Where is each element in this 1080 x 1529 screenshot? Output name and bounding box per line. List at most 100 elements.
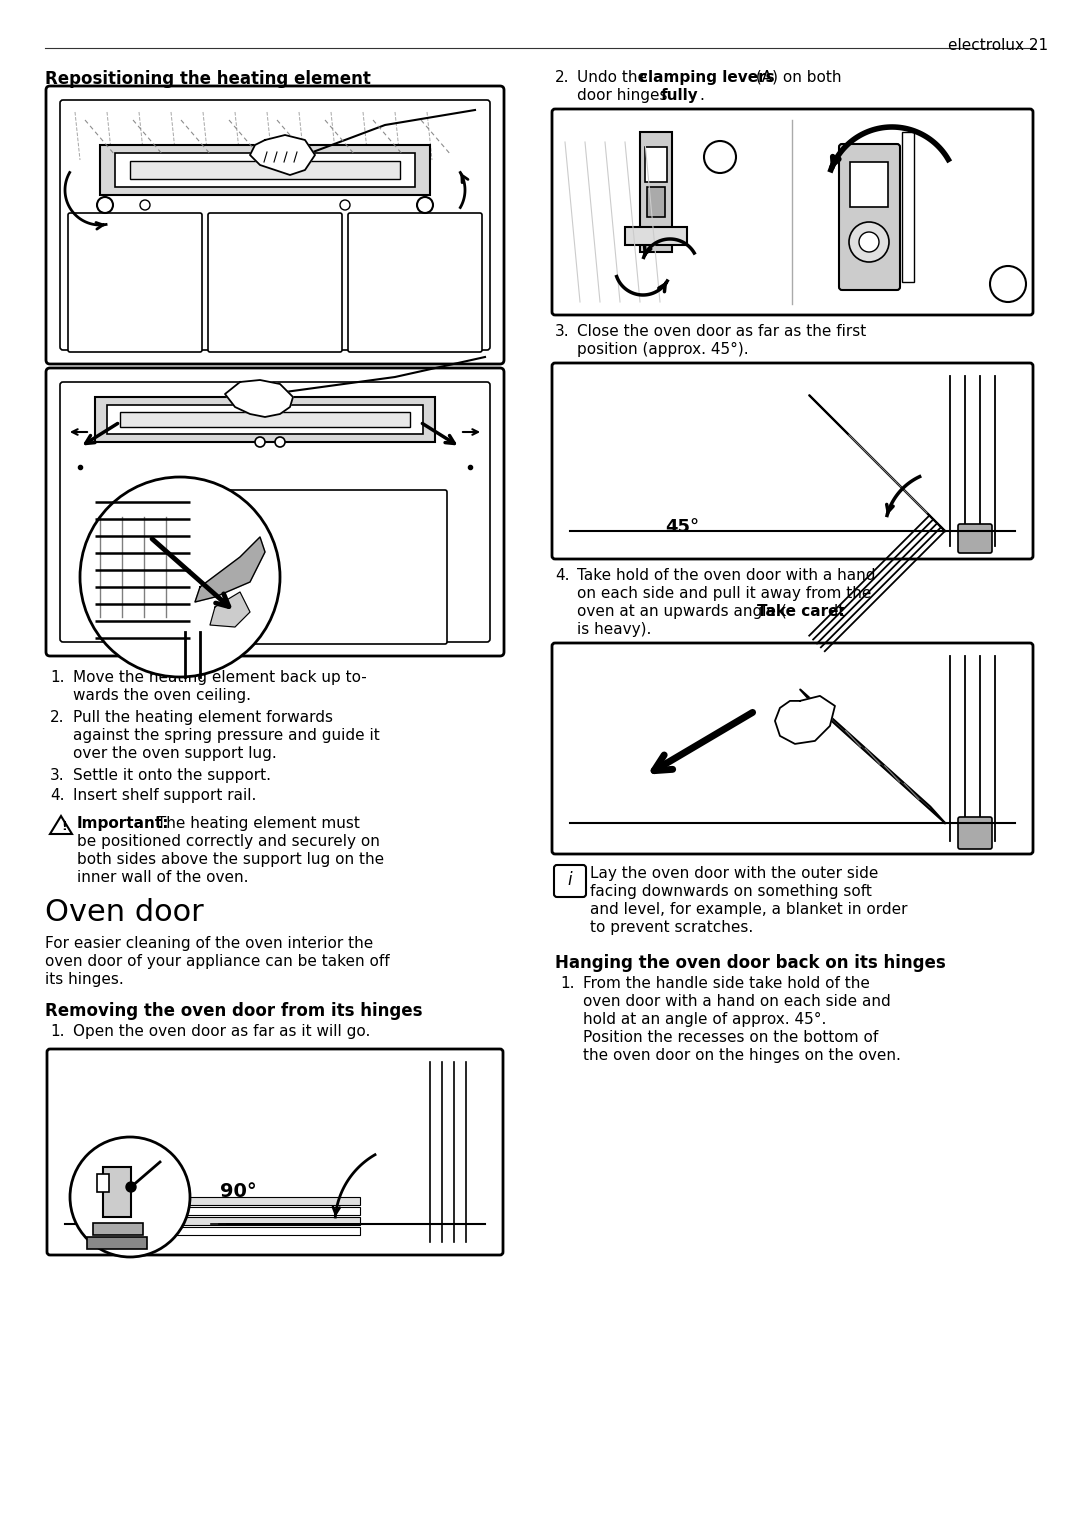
FancyBboxPatch shape bbox=[48, 1049, 503, 1255]
Text: 45°: 45° bbox=[665, 518, 699, 537]
Text: Position the recesses on the bottom of: Position the recesses on the bottom of bbox=[583, 1031, 878, 1044]
Bar bbox=[114, 153, 415, 187]
Bar bbox=[87, 1237, 147, 1249]
Text: Repositioning the heating element: Repositioning the heating element bbox=[45, 70, 370, 89]
Text: 4.: 4. bbox=[50, 787, 65, 803]
Text: .: . bbox=[699, 89, 704, 102]
Text: fully: fully bbox=[661, 89, 699, 102]
Text: Undo the: Undo the bbox=[577, 70, 652, 86]
Text: Important:: Important: bbox=[77, 816, 170, 830]
FancyBboxPatch shape bbox=[552, 109, 1032, 315]
Text: 4.: 4. bbox=[555, 567, 569, 583]
Text: 1.: 1. bbox=[50, 670, 65, 685]
Bar bbox=[647, 187, 665, 217]
Circle shape bbox=[97, 197, 113, 213]
Polygon shape bbox=[249, 135, 315, 174]
Bar bbox=[640, 131, 672, 252]
Text: inner wall of the oven.: inner wall of the oven. bbox=[77, 870, 248, 885]
Text: Close the oven door as far as the first: Close the oven door as far as the first bbox=[577, 324, 866, 339]
Text: i: i bbox=[568, 872, 572, 888]
Text: Open the oven door as far as it will go.: Open the oven door as far as it will go. bbox=[73, 1024, 370, 1040]
Circle shape bbox=[70, 1138, 190, 1257]
Polygon shape bbox=[809, 394, 945, 531]
Bar bbox=[140, 1206, 360, 1216]
Bar bbox=[120, 411, 410, 427]
Text: From the handle side take hold of the: From the handle side take hold of the bbox=[583, 976, 869, 991]
Text: The heating element must: The heating element must bbox=[152, 816, 360, 830]
Circle shape bbox=[140, 200, 150, 209]
Polygon shape bbox=[195, 537, 265, 602]
Circle shape bbox=[340, 200, 350, 209]
Bar bbox=[103, 1167, 131, 1217]
Polygon shape bbox=[225, 381, 293, 417]
Text: and level, for example, a blanket in order: and level, for example, a blanket in ord… bbox=[590, 902, 907, 917]
Text: Settle it onto the support.: Settle it onto the support. bbox=[73, 768, 271, 783]
Text: door hinges: door hinges bbox=[577, 89, 673, 102]
FancyBboxPatch shape bbox=[958, 524, 993, 553]
Text: clamping levers: clamping levers bbox=[639, 70, 774, 86]
Text: to prevent scratches.: to prevent scratches. bbox=[590, 920, 753, 936]
Circle shape bbox=[126, 1182, 136, 1193]
Text: Take hold of the oven door with a hand: Take hold of the oven door with a hand bbox=[577, 567, 876, 583]
Text: For easier cleaning of the oven interior the: For easier cleaning of the oven interior… bbox=[45, 936, 374, 951]
Circle shape bbox=[255, 437, 265, 446]
Circle shape bbox=[990, 266, 1026, 303]
Text: facing downwards on something soft: facing downwards on something soft bbox=[590, 884, 872, 899]
Circle shape bbox=[849, 222, 889, 261]
Bar bbox=[130, 161, 400, 179]
Bar bbox=[902, 131, 914, 281]
FancyBboxPatch shape bbox=[46, 86, 504, 364]
Bar bbox=[850, 162, 888, 206]
Circle shape bbox=[417, 197, 433, 213]
FancyBboxPatch shape bbox=[552, 362, 1032, 560]
Text: both sides above the support lug on the: both sides above the support lug on the bbox=[77, 852, 384, 867]
Text: (A) on both: (A) on both bbox=[751, 70, 841, 86]
FancyBboxPatch shape bbox=[68, 213, 202, 352]
Bar bbox=[140, 1197, 360, 1205]
Text: !: ! bbox=[60, 820, 67, 833]
Polygon shape bbox=[210, 592, 249, 627]
Text: position (approx. 45°).: position (approx. 45°). bbox=[577, 342, 748, 356]
FancyBboxPatch shape bbox=[958, 816, 993, 849]
Polygon shape bbox=[775, 696, 835, 745]
Text: oven door of your appliance can be taken off: oven door of your appliance can be taken… bbox=[45, 954, 390, 969]
Text: over the oven support lug.: over the oven support lug. bbox=[73, 746, 276, 761]
Text: 1.: 1. bbox=[50, 1024, 65, 1040]
Circle shape bbox=[859, 232, 879, 252]
Text: 1.: 1. bbox=[561, 976, 575, 991]
Text: be positioned correctly and securely on: be positioned correctly and securely on bbox=[77, 833, 380, 849]
Text: its hinges.: its hinges. bbox=[45, 972, 124, 988]
FancyBboxPatch shape bbox=[60, 99, 490, 350]
Text: A: A bbox=[714, 148, 727, 167]
Bar bbox=[140, 1217, 360, 1225]
Bar bbox=[625, 226, 687, 245]
Bar bbox=[97, 1174, 109, 1193]
Text: It: It bbox=[829, 604, 845, 619]
Text: Pull the heating element forwards: Pull the heating element forwards bbox=[73, 709, 333, 725]
Text: Oven door: Oven door bbox=[45, 898, 204, 927]
Circle shape bbox=[275, 437, 285, 446]
FancyBboxPatch shape bbox=[554, 865, 586, 898]
Text: Move the heating element back up to-: Move the heating element back up to- bbox=[73, 670, 367, 685]
Text: Hanging the oven door back on its hinges: Hanging the oven door back on its hinges bbox=[555, 954, 946, 972]
Bar bbox=[100, 145, 430, 196]
Circle shape bbox=[80, 477, 280, 677]
FancyBboxPatch shape bbox=[228, 489, 447, 644]
FancyBboxPatch shape bbox=[208, 213, 342, 352]
Text: Removing the oven door from its hinges: Removing the oven door from its hinges bbox=[45, 1001, 422, 1020]
FancyBboxPatch shape bbox=[46, 368, 504, 656]
Bar bbox=[95, 398, 435, 442]
Bar bbox=[645, 147, 667, 182]
FancyBboxPatch shape bbox=[552, 644, 1032, 855]
Text: is heavy).: is heavy). bbox=[577, 622, 651, 638]
Text: wards the oven ceiling.: wards the oven ceiling. bbox=[73, 688, 251, 703]
Text: on each side and pull it away from the: on each side and pull it away from the bbox=[577, 586, 872, 601]
Text: hold at an angle of approx. 45°.: hold at an angle of approx. 45°. bbox=[583, 1012, 826, 1027]
Text: 3.: 3. bbox=[50, 768, 65, 783]
Text: oven door with a hand on each side and: oven door with a hand on each side and bbox=[583, 994, 891, 1009]
Text: 3.: 3. bbox=[555, 324, 569, 339]
FancyBboxPatch shape bbox=[348, 213, 482, 352]
FancyBboxPatch shape bbox=[839, 144, 900, 291]
Text: against the spring pressure and guide it: against the spring pressure and guide it bbox=[73, 728, 380, 743]
Text: Take care:: Take care: bbox=[757, 604, 845, 619]
